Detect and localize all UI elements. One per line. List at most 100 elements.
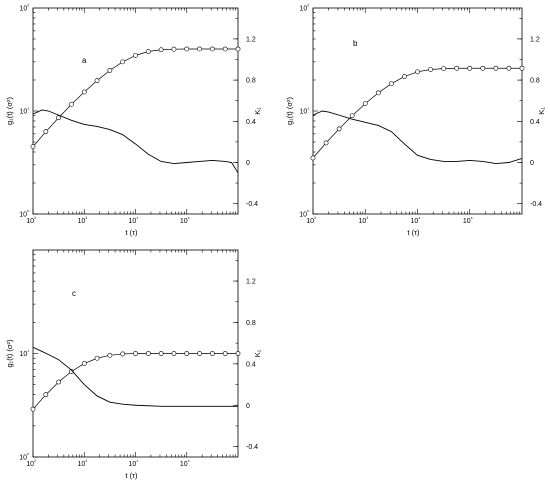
- g1-data-point: [222, 351, 228, 356]
- g1-data-point: [493, 65, 499, 71]
- y-left-axis-label: g₁(t) (σ²): [5, 97, 14, 125]
- g1-data-point: [171, 46, 177, 52]
- y-right-tick-label: 0.8: [530, 78, 540, 85]
- g1-data-point: [107, 67, 113, 73]
- g1-data-point: [375, 90, 381, 96]
- x-tick-label: 10²: [26, 459, 36, 468]
- g1-data-point: [388, 81, 394, 87]
- g1-data-point: [81, 361, 87, 366]
- panel-label: b: [353, 39, 358, 48]
- y-right-axis-label: K₁: [537, 107, 546, 115]
- g1-data-point: [197, 46, 202, 52]
- x-tick-label: 10⁵: [180, 459, 190, 468]
- g1-data-point: [30, 406, 36, 412]
- g1-series-line: [313, 67, 522, 159]
- panel-c: 10² 10³ 10⁴ 10⁵ 10⁰ 10¹ -0.4 0 0.4 0.8 1.2 t (τ) g₁(…: [5, 249, 262, 480]
- g1-data-point: [336, 126, 342, 132]
- x-tick-label: 10³: [359, 216, 369, 225]
- g1-data-point: [454, 65, 460, 71]
- g1-data-point: [467, 65, 473, 71]
- y-right-tick-label: 0.8: [246, 78, 256, 85]
- k1-series-line: [33, 346, 238, 407]
- g1-data-point: [235, 46, 241, 52]
- g1-data-point: [184, 351, 190, 356]
- g1-data-point: [415, 69, 420, 75]
- g1-data-point: [69, 101, 74, 107]
- g1-data-point: [235, 351, 241, 356]
- x-tick-label: 10⁵: [463, 216, 473, 225]
- panel-b: 10² 10³ 10⁴ 10⁵ 10⁰ 10¹ 10² -0.4 0 0.4 0.8 1.2 t (τ)…: [285, 4, 546, 238]
- g1-data-point: [310, 155, 316, 161]
- g1-data-point: [222, 46, 228, 52]
- x-tick-label: 10²: [306, 216, 316, 225]
- g1-data-point: [145, 351, 151, 356]
- g1-data-point: [480, 65, 486, 71]
- g1-data-point: [209, 46, 215, 52]
- y-left-tick-label: 10⁰: [299, 210, 309, 219]
- g1-data-point: [323, 140, 329, 146]
- y-right-tick-label: -0.4: [246, 444, 258, 451]
- g1-data-point: [120, 351, 126, 357]
- g1-data-point: [94, 78, 100, 84]
- x-tick-label: 10²: [26, 216, 36, 225]
- g1-data-point: [362, 101, 368, 106]
- panel-label: a: [82, 56, 87, 65]
- y-right-tick-label: 0.4: [246, 361, 256, 368]
- g1-data-point: [43, 392, 49, 398]
- g1-data-point: [30, 144, 36, 150]
- k1-series-line: [313, 110, 522, 164]
- g1-data-point: [107, 352, 113, 358]
- x-tick-label: 10³: [78, 459, 88, 468]
- y-left-tick-label: 10¹: [20, 107, 30, 116]
- g1-data-point: [209, 351, 215, 356]
- g1-data-point: [56, 115, 62, 121]
- plot-frame: [312, 7, 523, 215]
- g1-data-point: [133, 351, 138, 356]
- y-right-axis-label: K₁: [253, 349, 262, 357]
- g1-data-point: [158, 47, 164, 53]
- y-right-tick-label: -0.4: [246, 201, 258, 208]
- y-right-tick-label: 0.8: [246, 320, 256, 327]
- g1-data-point: [158, 351, 164, 356]
- x-tick-label: 10⁴: [129, 216, 139, 225]
- y-left-tick-label: 10⁰: [19, 210, 29, 219]
- y-left-tick-label: 10¹: [20, 349, 30, 358]
- plot-frame: [32, 7, 239, 215]
- g1-data-point: [197, 351, 202, 356]
- panel-a: 10² 10³ 10⁴ 10⁵ 10⁰ 10¹ 10² -0.4 0 0.4 0.8 1.2 t (τ)…: [5, 4, 262, 238]
- y-right-tick-label: 1.2: [246, 279, 256, 286]
- x-tick-label: 10⁵: [180, 216, 190, 225]
- g1-data-point: [120, 59, 126, 65]
- g1-data-point: [145, 49, 151, 54]
- g1-series-line: [33, 353, 238, 410]
- g1-data-point: [56, 379, 62, 385]
- g1-data-point: [69, 369, 74, 374]
- x-axis-label: t (τ): [407, 228, 420, 237]
- y-right-tick-label: 1.2: [530, 36, 540, 43]
- y-left-tick-label: 10²: [300, 4, 310, 13]
- k1-series-line: [33, 109, 238, 174]
- g1-data-point: [441, 66, 447, 72]
- y-right-tick-label: -0.4: [530, 201, 542, 208]
- y-right-tick-label: 0: [246, 403, 250, 410]
- x-tick-label: 10⁴: [129, 459, 139, 468]
- g1-data-point: [506, 65, 512, 71]
- panel-label: c: [72, 289, 76, 298]
- g1-data-point: [428, 67, 433, 72]
- g1-data-point: [402, 74, 407, 79]
- g1-data-point: [133, 53, 138, 58]
- g1-data-point: [43, 129, 49, 135]
- y-right-tick-label: 0: [246, 160, 250, 167]
- y-left-tick-label: 10⁰: [19, 453, 29, 462]
- g1-data-point: [171, 351, 177, 356]
- y-left-axis-label: g₁(t) (σ²): [285, 97, 294, 125]
- g1-data-point: [519, 65, 525, 71]
- g1-data-point: [349, 113, 355, 119]
- g1-data-point: [184, 46, 190, 52]
- x-axis-label: t (τ): [125, 228, 138, 237]
- y-right-tick-label: 0.4: [530, 119, 540, 126]
- g1-data-point: [81, 89, 87, 95]
- y-left-tick-label: 10¹: [300, 107, 310, 116]
- y-right-tick-label: 0.4: [246, 119, 256, 126]
